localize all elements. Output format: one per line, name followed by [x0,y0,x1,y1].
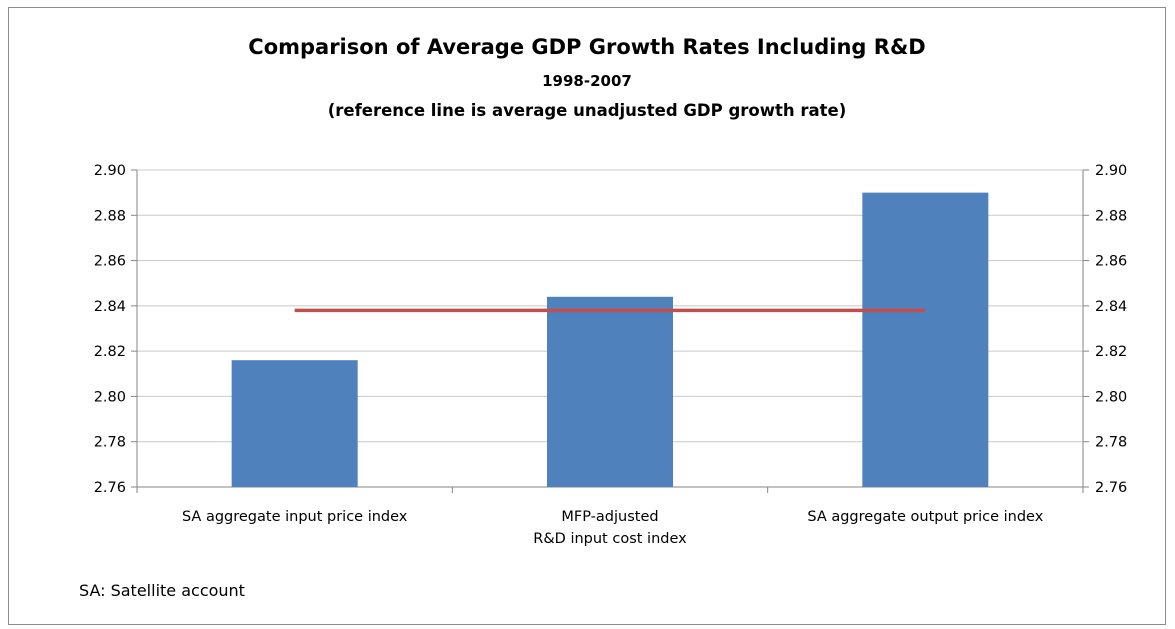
x-category-label: SA aggregate input price index [182,509,408,525]
y-tick-label-right: 2.80 [1095,389,1127,405]
y-tick-label-left: 2.82 [94,344,126,360]
chart-subtitle: 1998-2007 [542,72,632,90]
y-tick-label-right: 2.84 [1095,299,1127,315]
x-category-label: R&D input cost index [533,531,687,547]
x-category-label: SA aggregate output price index [807,509,1043,525]
y-tick-label-right: 2.78 [1095,435,1127,451]
y-tick-label-right: 2.86 [1095,254,1127,270]
bar [547,296,673,487]
y-tick-label-right: 2.82 [1095,344,1127,360]
y-tick-label-right: 2.76 [1095,480,1127,496]
bar [862,192,989,487]
chart-title: Comparison of Average GDP Growth Rates I… [248,35,926,59]
y-tick-label-left: 2.76 [94,480,126,496]
chart-reference-note: (reference line is average unadjusted GD… [327,101,847,120]
y-tick-label-right: 2.90 [1095,163,1127,179]
x-category-label: MFP-adjusted [561,509,658,525]
y-tick-label-left: 2.78 [94,435,126,451]
y-tick-label-left: 2.86 [94,254,126,270]
y-tick-label-right: 2.88 [1095,208,1127,224]
bar [231,360,358,487]
y-tick-label-left: 2.84 [94,299,126,315]
y-tick-label-left: 2.80 [94,389,126,405]
chart-footnote: SA: Satellite account [79,581,245,600]
y-tick-label-left: 2.90 [94,163,126,179]
y-tick-label-left: 2.88 [94,208,126,224]
